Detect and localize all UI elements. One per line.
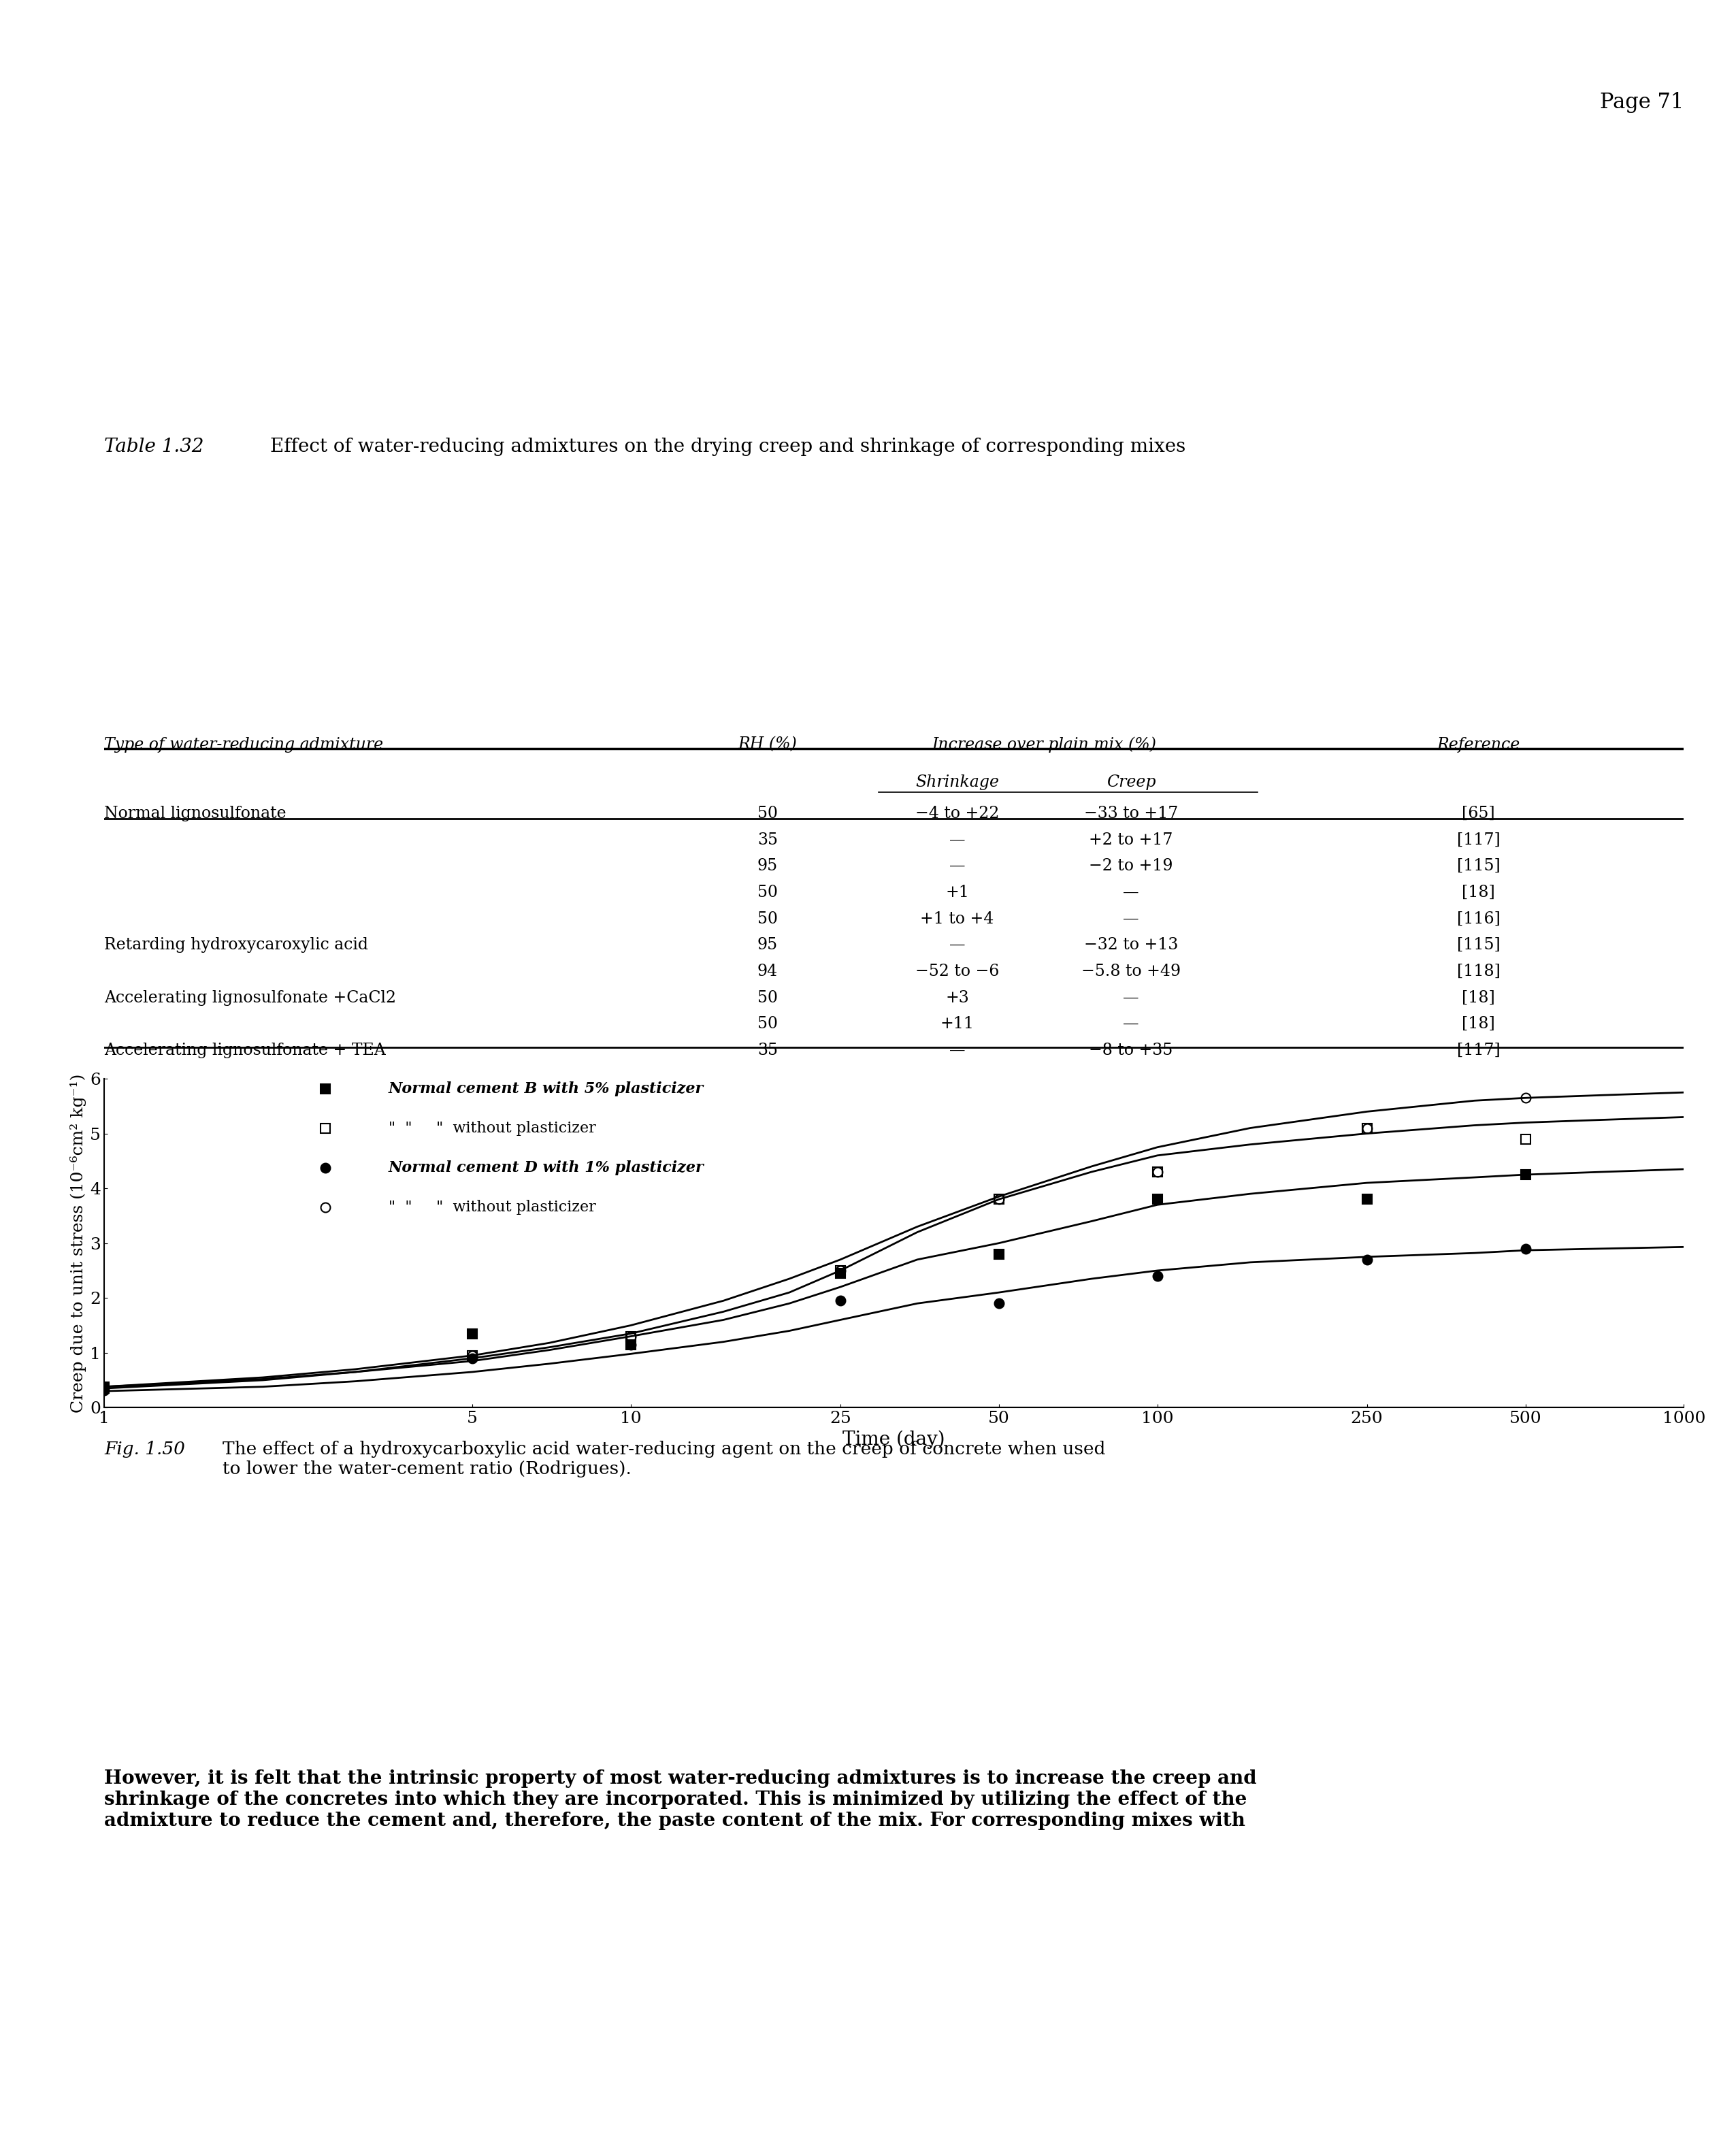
- Text: −32 to +13: −32 to +13: [1083, 938, 1179, 953]
- Text: Accelerating lignosulfonate +CaCl2: Accelerating lignosulfonate +CaCl2: [104, 989, 396, 1006]
- Text: —: —: [950, 833, 965, 848]
- Text: Accelerating lignosulfonate + TEA: Accelerating lignosulfonate + TEA: [104, 1043, 385, 1058]
- Text: [18]: [18]: [1462, 884, 1495, 901]
- Text: +2 to +17: +2 to +17: [1088, 833, 1174, 848]
- Text: 94: 94: [757, 963, 778, 978]
- Text: −2 to +19: −2 to +19: [1088, 859, 1174, 874]
- Text: —: —: [1123, 884, 1139, 901]
- Y-axis label: Creep due to unit stress (10⁻⁶cm² kg⁻¹): Creep due to unit stress (10⁻⁶cm² kg⁻¹): [69, 1073, 87, 1413]
- Text: [115]: [115]: [1457, 859, 1500, 874]
- Text: 50: 50: [757, 989, 778, 1006]
- Text: —: —: [950, 859, 965, 874]
- Text: [65]: [65]: [1462, 805, 1495, 822]
- X-axis label: Time (day): Time (day): [842, 1430, 946, 1449]
- Text: Increase over plain mix (%): Increase over plain mix (%): [932, 737, 1156, 754]
- Text: [116]: [116]: [1457, 912, 1500, 927]
- Text: [18]: [18]: [1462, 1017, 1495, 1032]
- Text: —: —: [1123, 912, 1139, 927]
- Text: −8 to +35: −8 to +35: [1088, 1043, 1174, 1058]
- Text: Fig. 1.50: Fig. 1.50: [104, 1441, 191, 1458]
- Text: 35: 35: [757, 1043, 778, 1058]
- Text: —: —: [1123, 989, 1139, 1006]
- Text: Normal lignosulfonate: Normal lignosulfonate: [104, 805, 286, 822]
- Text: Creep: Creep: [1106, 775, 1156, 790]
- Text: However, it is felt that the intrinsic property of most water-reducing admixture: However, it is felt that the intrinsic p…: [104, 1768, 1257, 1831]
- Text: [117]: [117]: [1457, 1043, 1500, 1058]
- Text: −4 to +22: −4 to +22: [915, 805, 1000, 822]
- Text: —: —: [1123, 1017, 1139, 1032]
- Text: [118]: [118]: [1457, 963, 1500, 978]
- Text: 35: 35: [757, 833, 778, 848]
- Text: —: —: [950, 1043, 965, 1058]
- Text: [18]: [18]: [1462, 989, 1495, 1006]
- Text: Reference: Reference: [1437, 737, 1521, 751]
- Text: Shrinkage: Shrinkage: [915, 775, 1000, 790]
- Text: 95: 95: [757, 859, 778, 874]
- Text: 95: 95: [757, 938, 778, 953]
- Text: 50: 50: [757, 1017, 778, 1032]
- Text: RH (%): RH (%): [738, 737, 797, 751]
- Text: +3: +3: [946, 989, 969, 1006]
- Text: Retarding hydroxycaroxylic acid: Retarding hydroxycaroxylic acid: [104, 938, 368, 953]
- Text: —: —: [950, 938, 965, 953]
- Text: Normal cement B with 5% plasticizer: Normal cement B with 5% plasticizer: [389, 1081, 703, 1096]
- Text: +1: +1: [946, 884, 969, 901]
- Text: [117]: [117]: [1457, 833, 1500, 848]
- Text: −5.8 to +49: −5.8 to +49: [1082, 963, 1180, 978]
- Text: Type of water-reducing admixture: Type of water-reducing admixture: [104, 737, 384, 751]
- Text: "  "     "  without plasticizer: " " " without plasticizer: [389, 1199, 595, 1214]
- Text: 50: 50: [757, 805, 778, 822]
- Text: The effect of a hydroxycarboxylic acid water-reducing agent on the creep of conc: The effect of a hydroxycarboxylic acid w…: [222, 1441, 1106, 1477]
- Text: 50: 50: [757, 884, 778, 901]
- Text: Normal cement D with 1% plasticizer: Normal cement D with 1% plasticizer: [389, 1160, 705, 1175]
- Text: +1 to +4: +1 to +4: [920, 912, 995, 927]
- Text: Table 1.32: Table 1.32: [104, 437, 210, 456]
- Text: "  "     "  without plasticizer: " " " without plasticizer: [389, 1120, 595, 1135]
- Text: +11: +11: [941, 1017, 974, 1032]
- Text: Effect of water-reducing admixtures on the drying creep and shrinkage of corresp: Effect of water-reducing admixtures on t…: [271, 437, 1186, 456]
- Text: [115]: [115]: [1457, 938, 1500, 953]
- Text: Page 71: Page 71: [1601, 92, 1684, 113]
- Text: 50: 50: [757, 912, 778, 927]
- Text: −52 to −6: −52 to −6: [915, 963, 1000, 978]
- Text: −33 to +17: −33 to +17: [1083, 805, 1179, 822]
